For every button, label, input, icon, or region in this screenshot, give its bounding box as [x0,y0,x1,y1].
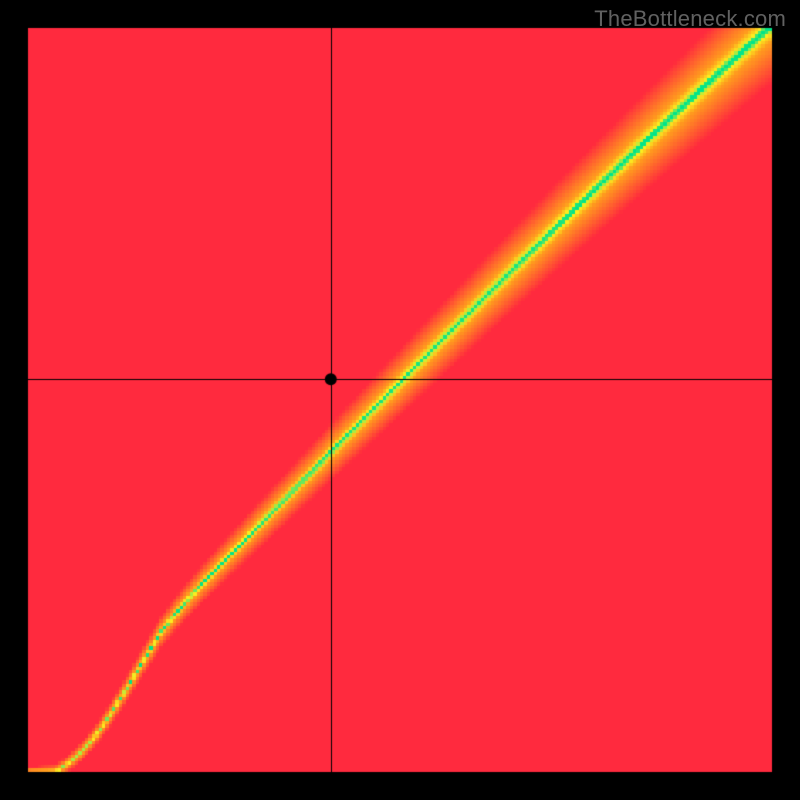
chart-container: TheBottleneck.com [0,0,800,800]
bottleneck-heatmap [0,0,800,800]
watermark-label: TheBottleneck.com [594,6,786,32]
